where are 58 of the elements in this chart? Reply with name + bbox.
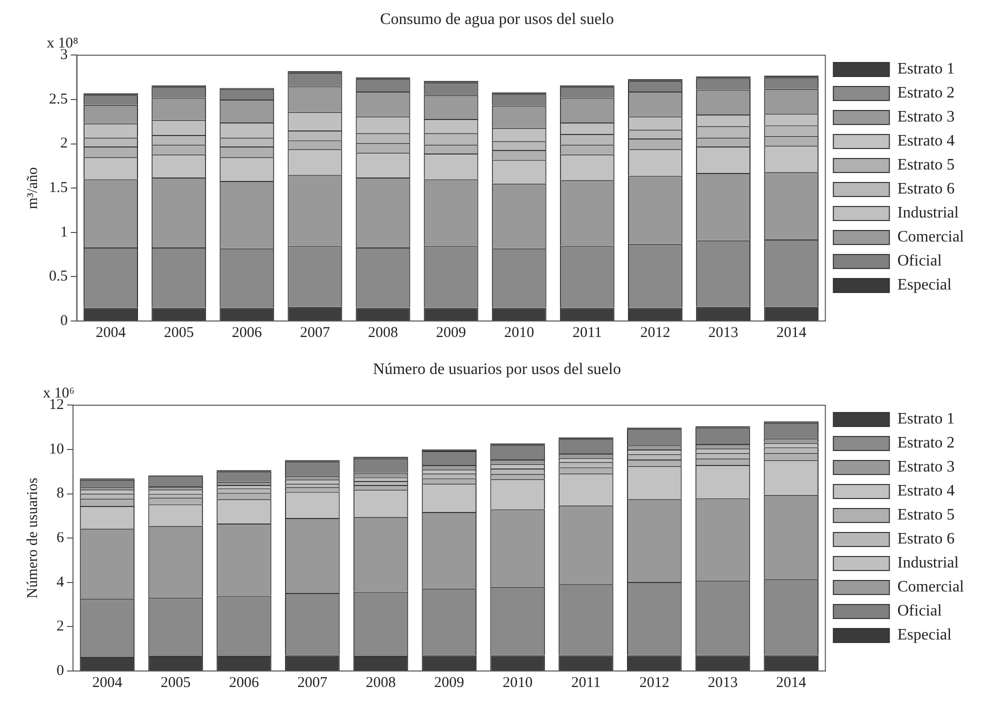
legend-label: Estrato 6	[897, 180, 955, 198]
legend-label: Industrial	[897, 204, 960, 222]
chart-title: Número de usuarios por usos del suelo	[373, 360, 621, 378]
legend-label: Estrato 1	[897, 60, 955, 78]
legend-label: Estrato 2	[897, 84, 955, 102]
legend-label: Estrato 4	[897, 482, 955, 500]
y-tick-label: 2	[56, 618, 64, 635]
x-tick-label: 2006	[232, 324, 262, 341]
legend-label: Oficial	[897, 602, 942, 620]
y-tick-label: 1.5	[49, 180, 68, 196]
x-tick-label: 2004	[96, 324, 126, 341]
x-tick-label: 2005	[164, 324, 194, 341]
y-tick-label: 0.5	[49, 268, 68, 285]
x-tick-label: 2008	[366, 674, 396, 691]
x-tick-label: 2010	[504, 324, 534, 341]
legend-label: Estrato 5	[897, 506, 955, 524]
y-tick-label: 0	[56, 662, 64, 679]
legend-label: Estrato 5	[897, 156, 955, 174]
y-tick-label: 4	[56, 574, 64, 590]
y-tick-label: 6	[56, 530, 64, 546]
legend-label: Estrato 6	[897, 530, 955, 548]
x-tick-label: 2014	[776, 674, 807, 691]
legend-label: Comercial	[897, 578, 965, 596]
x-tick-label: 2007	[297, 674, 328, 691]
x-tick-label: 2010	[502, 674, 533, 691]
y-axis-title: Número de usuarios	[24, 478, 41, 599]
legend-label: Especial	[897, 276, 952, 294]
y-tick-label: 10	[49, 441, 64, 458]
x-tick-label: 2012	[640, 324, 670, 341]
x-tick-label: 2009	[436, 324, 466, 341]
x-tick-label: 2013	[708, 324, 738, 341]
chart-title: Consumo de agua por usos del suelo	[380, 10, 614, 28]
x-tick-label: 2005	[160, 674, 191, 691]
x-tick-label: 2011	[571, 674, 601, 691]
legend-label: Comercial	[897, 228, 965, 246]
y-tick-label: 1	[60, 224, 68, 240]
x-tick-label: 2008	[368, 324, 398, 341]
y-tick-label: 0	[60, 312, 68, 329]
x-tick-label: 2006	[228, 674, 260, 691]
x-tick-label: 2013	[708, 674, 738, 691]
legend-label: Estrato 4	[897, 132, 955, 150]
x-tick-label: 2004	[92, 674, 123, 691]
legend-label: Especial	[897, 626, 952, 644]
legend-label: Estrato 1	[897, 410, 955, 428]
x-tick-label: 2014	[776, 324, 807, 341]
x-tick-label: 2007	[300, 324, 330, 341]
x-tick-label: 2012	[639, 674, 670, 691]
x-tick-label: 2009	[434, 674, 464, 691]
y-tick-label: 8	[56, 486, 64, 502]
legend-label: Estrato 2	[897, 434, 955, 452]
y-tick-label: 2	[60, 136, 68, 152]
x-tick-label: 2011	[572, 324, 602, 341]
legend-label: Industrial	[897, 554, 960, 572]
y-axis-title: m³/año	[24, 167, 41, 210]
legend-label: Oficial	[897, 252, 942, 270]
legend-label: Estrato 3	[897, 108, 955, 126]
legend-label: Estrato 3	[897, 458, 955, 476]
y-tick-label: 2.5	[49, 91, 68, 108]
